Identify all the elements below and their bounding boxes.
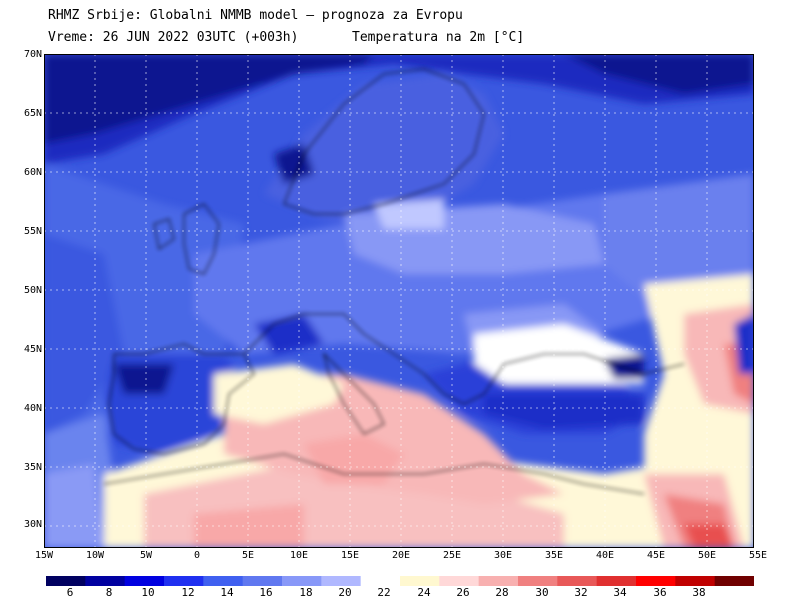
colorbar-label: 28 [495, 586, 509, 599]
graticule [44, 54, 754, 548]
lat-label: 60N [23, 167, 42, 178]
temperature-map [44, 54, 754, 548]
lon-label: 0 [193, 550, 201, 561]
lat-label: 40N [23, 403, 42, 414]
colorbar-label: 18 [299, 586, 313, 599]
lon-label: 30E [493, 550, 513, 561]
lon-label: 55E [748, 550, 768, 561]
colorbar-swatch [675, 576, 716, 586]
colorbar-label: 30 [535, 586, 549, 599]
lon-label: 5E [241, 550, 255, 561]
colorbar-label: 32 [574, 586, 588, 599]
lat-label: 65N [23, 108, 42, 119]
colorbar-swatch [360, 576, 401, 586]
lon-label: 40E [595, 550, 615, 561]
lon-label: 15W [34, 550, 54, 561]
colorbar-label: 10 [141, 586, 155, 599]
colorbar-label: 6 [66, 586, 74, 599]
lon-label: 10E [289, 550, 309, 561]
lat-label: 30N [23, 519, 42, 530]
colorbar-label: 26 [456, 586, 470, 599]
colorbar-label: 16 [259, 586, 273, 599]
lat-label: 35N [23, 462, 42, 473]
colorbar-label: 34 [613, 586, 627, 599]
forecast-time: Vreme: 26 JUN 2022 03UTC (+003h) [48, 30, 299, 45]
colorbar-label: 20 [338, 586, 352, 599]
lon-label: 45E [646, 550, 666, 561]
lon-label: 20E [391, 550, 411, 561]
lat-label: 70N [23, 49, 42, 60]
colorbar-swatch [714, 576, 754, 586]
colorbar-swatch [321, 576, 362, 586]
colorbar-swatch [282, 576, 322, 586]
colorbar-swatch [478, 576, 519, 586]
colorbar-swatch [439, 576, 480, 586]
map-frame [44, 54, 754, 548]
variable-title: Temperatura na 2m [°C] [352, 30, 525, 45]
lon-label: 15E [340, 550, 360, 561]
lon-label: 5W [139, 550, 153, 561]
colorbar-swatch [85, 576, 126, 586]
colorbar-label: 38 [692, 586, 706, 599]
lon-label: 25E [442, 550, 462, 561]
colorbar-swatch [203, 576, 244, 586]
colorbar-swatch [636, 576, 676, 586]
lon-label: 35E [544, 550, 564, 561]
colorbar-swatch [124, 576, 165, 586]
colorbar-swatch [596, 576, 637, 586]
colorbar-swatch [242, 576, 283, 586]
lat-label: 55N [23, 226, 42, 237]
scandinavia-land [264, 74, 504, 224]
colorbar-label: 14 [220, 586, 234, 599]
colorbar-label: 8 [105, 586, 113, 599]
lon-label: 10W [85, 550, 105, 561]
colorbar-swatch [400, 576, 440, 586]
map-title: RHMZ Srbije: Globalni NMMB model — progn… [48, 8, 463, 23]
colorbar-swatch [46, 576, 86, 586]
lon-label: 50E [697, 550, 717, 561]
coastlines [103, 68, 685, 495]
colorbar-swatch [518, 576, 558, 586]
colorbar-label: 24 [417, 586, 431, 599]
colorbar-label: 12 [181, 586, 195, 599]
lat-label: 45N [23, 344, 42, 355]
temperature-colorbar [46, 576, 754, 586]
lat-label: 50N [23, 285, 42, 296]
colorbar-swatch [557, 576, 598, 586]
colorbar-swatch [164, 576, 204, 586]
colorbar-label: 36 [653, 586, 667, 599]
colorbar-label: 22 [377, 586, 391, 599]
